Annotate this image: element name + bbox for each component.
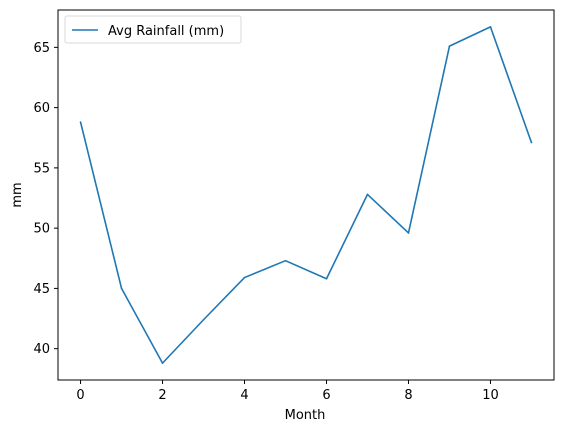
data-points: [79, 26, 533, 364]
y-axis: 40 45 50 55 60 65: [33, 41, 58, 357]
legend-box: [64, 15, 242, 44]
y-tick-label: 60: [33, 101, 50, 116]
data-point: [407, 232, 410, 234]
x-tick-label: 4: [240, 388, 248, 403]
y-tick-label: 45: [33, 282, 50, 297]
y-tick-label: 40: [33, 342, 50, 357]
data-point: [243, 276, 246, 279]
series-line-avg-rainfall: [79, 26, 533, 364]
x-tick-label: 2: [158, 388, 166, 403]
data-point: [284, 259, 287, 262]
x-tick-label: 0: [76, 388, 84, 403]
x-axis: 0 2 4 6 8 10: [76, 380, 499, 403]
y-tick-label: 55: [33, 161, 50, 176]
data-point: [448, 45, 451, 47]
y-axis-label: mm: [10, 182, 25, 207]
data-point: [161, 362, 164, 364]
x-tick-label: 8: [404, 388, 412, 403]
x-tick-label: 6: [322, 388, 330, 403]
x-tick-label: 10: [482, 388, 499, 403]
data-point: [366, 193, 369, 196]
data-point: [120, 287, 123, 290]
data-point: [530, 141, 533, 144]
data-point: [79, 121, 82, 123]
data-point: [489, 26, 492, 28]
y-tick-label: 50: [33, 222, 50, 237]
x-axis-label: Month: [285, 408, 326, 423]
legend: Avg Rainfall (mm): [64, 15, 242, 44]
plot-frame: [57, 9, 555, 381]
data-point: [325, 277, 328, 280]
y-tick-label: 65: [33, 41, 50, 56]
data-point: [202, 318, 205, 321]
legend-label-avg-rainfall: Avg Rainfall (mm): [108, 24, 224, 39]
